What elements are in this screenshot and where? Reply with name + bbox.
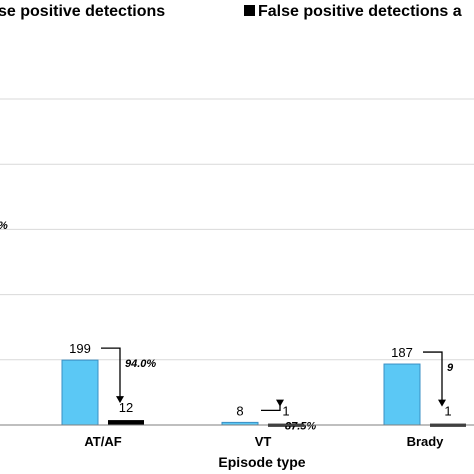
x-axis-title: Episode type bbox=[218, 454, 305, 470]
reduction-arrow-0 bbox=[101, 347, 121, 398]
reduction-annotations: 94.0% 87.5% 9 bbox=[101, 347, 454, 432]
category-label-0: AT/AF bbox=[84, 434, 121, 449]
reduction-arrowhead-0 bbox=[116, 396, 124, 404]
value-label-false-1: 1 bbox=[282, 404, 289, 419]
reduction-arrow-2 bbox=[423, 351, 443, 401]
category-labels: AT/AF VT Brady bbox=[84, 434, 444, 449]
reduction-label-1: 87.5% bbox=[285, 420, 316, 432]
bars: 199 12 8 1 187 1 bbox=[61, 341, 466, 427]
category-label-1: VT bbox=[255, 434, 272, 449]
value-label-true-1: 8 bbox=[236, 403, 243, 418]
legend-true-label: se positive detections bbox=[0, 3, 165, 20]
reduction-label-0: 94.0% bbox=[125, 358, 156, 370]
reduction-label-2: 9 bbox=[447, 362, 454, 374]
legend-false-swatch bbox=[244, 5, 255, 16]
reduction-arrowhead-2 bbox=[438, 399, 446, 407]
reduction-arrowhead-1 bbox=[276, 399, 284, 407]
bar-true-2 bbox=[383, 363, 421, 426]
partial-left-label: % bbox=[0, 220, 8, 232]
bar-true-0 bbox=[61, 359, 99, 426]
value-label-true-2: 187 bbox=[391, 345, 413, 360]
legend-false-label: False positive detections a bbox=[258, 3, 462, 20]
value-label-false-0: 12 bbox=[119, 400, 133, 415]
reduction-arrow-1 bbox=[261, 400, 281, 412]
bar-false-0 bbox=[108, 420, 144, 425]
value-label-true-0: 199 bbox=[69, 341, 91, 356]
value-label-false-2: 1 bbox=[444, 404, 451, 419]
gridlines bbox=[0, 98, 474, 361]
category-label-2: Brady bbox=[407, 434, 445, 449]
